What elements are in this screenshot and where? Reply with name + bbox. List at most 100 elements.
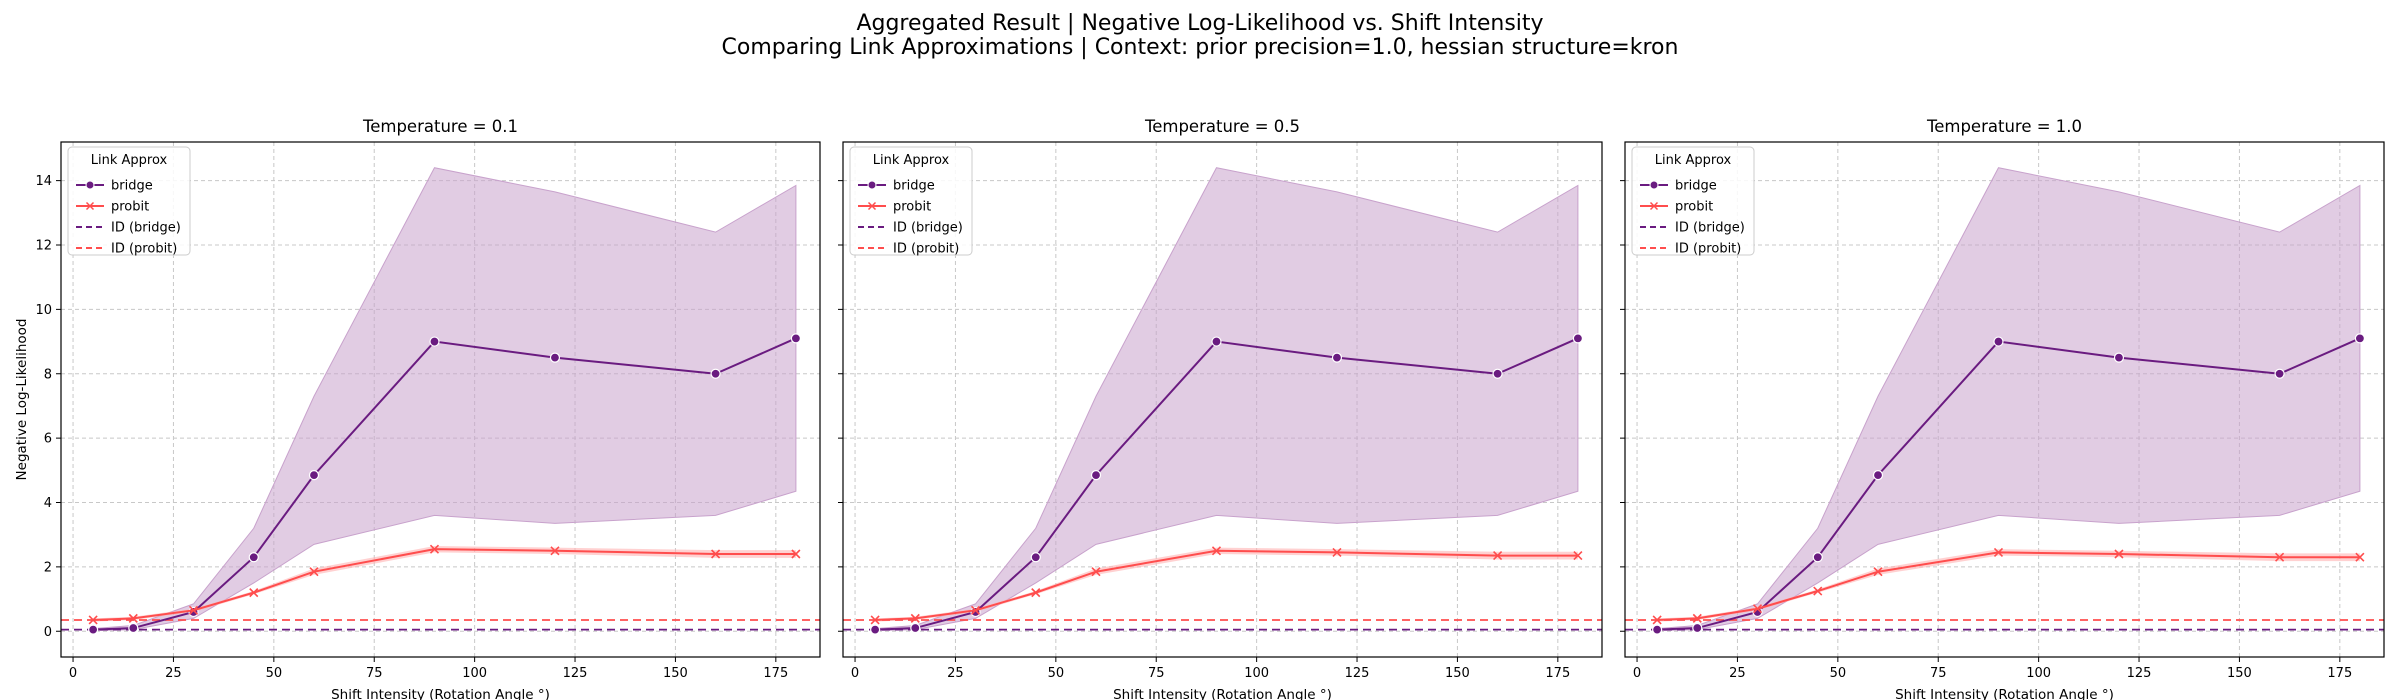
data-point-probit	[2114, 549, 2124, 559]
legend-entry-label: ID (bridge)	[111, 221, 181, 236]
y-tick-label: 2	[44, 560, 52, 575]
legend-entry-label: ID (probit)	[1675, 242, 1741, 257]
plot-frame	[1624, 141, 2385, 658]
y-tick-label: 14	[35, 174, 52, 189]
data-point-bridge	[2274, 368, 2285, 379]
data-point-bridge	[1692, 622, 1703, 634]
data-point-probit	[1652, 615, 1662, 625]
data-point-bridge	[1652, 624, 1663, 635]
x-tick-label: 0	[69, 666, 77, 681]
data-point-bridge	[1492, 368, 1503, 379]
legend-swatch-marker	[1649, 201, 1659, 211]
y-tick-label: 0	[44, 625, 52, 640]
x-tick-label: 100	[2026, 666, 2051, 681]
x-tick-label: 125	[2127, 666, 2152, 681]
data-point-probit	[2355, 552, 2365, 562]
plot-frame	[60, 141, 821, 658]
x-tick-label: 100	[462, 666, 487, 681]
data-point-probit	[910, 613, 920, 623]
legend-entry-label: ID (bridge)	[893, 221, 963, 236]
x-tick-label: 150	[2227, 666, 2252, 681]
chart-panel-2: Temperature = 0.5 0 25 50 75 100 125 150 175 Shif…	[838, 117, 1603, 700]
data-point-bridge	[1090, 470, 1102, 481]
data-point-probit	[1031, 588, 1041, 598]
data-point-probit	[1211, 546, 1222, 556]
legend-swatch-marker	[85, 180, 95, 190]
data-point-bridge	[1572, 333, 1584, 344]
data-point-bridge	[710, 368, 721, 379]
legend-swatch-marker	[85, 201, 95, 211]
x-tick-label: 125	[563, 666, 588, 681]
legend-title: Link Approx	[1655, 153, 1732, 168]
data-point-probit	[970, 605, 981, 615]
x-axis-label: Shift Intensity (Rotation Angle °)	[1113, 687, 1332, 700]
series-line-probit	[875, 549, 1578, 621]
data-point-bridge	[1993, 336, 2004, 347]
confidence-band-bridge	[92, 167, 797, 632]
y-tick-label: 4	[44, 496, 52, 511]
legend-entry-label: bridge	[893, 179, 935, 194]
y-tick-label: 6	[44, 432, 52, 447]
data-point-bridge	[1331, 352, 1343, 363]
legend-title: Link Approx	[91, 153, 168, 168]
data-point-probit	[1993, 547, 2004, 557]
legend: Link Approx bridge probit ID (bridge) ID (pr…	[1631, 146, 1755, 257]
data-point-bridge	[1030, 552, 1041, 563]
legend-swatch-marker	[867, 201, 877, 211]
x-tick-label: 75	[1930, 666, 1947, 681]
data-point-probit	[870, 615, 880, 625]
data-point-bridge	[1812, 552, 1823, 563]
data-point-bridge	[910, 622, 921, 634]
y-axis-label: Negative Log-Likelihood	[14, 319, 30, 481]
legend-swatch-marker	[867, 180, 877, 190]
data-point-probit	[128, 613, 138, 623]
data-point-bridge	[1211, 336, 1222, 347]
data-point-bridge	[128, 622, 139, 634]
confidence-band-probit	[93, 545, 796, 622]
x-tick-label: 0	[1633, 666, 1641, 681]
legend-entry-label: ID (bridge)	[1675, 221, 1745, 236]
confidence-band-bridge	[874, 167, 1579, 632]
chart-panels: Temperature = 0.10 25 50 75 100 125 150 1750246…	[14, 117, 2385, 700]
legend-entry-label: bridge	[111, 179, 153, 194]
x-tick-label: 25	[947, 666, 964, 681]
figure-title-line1: Aggregated Result | Negative Log-Likelih…	[856, 11, 1543, 36]
x-tick-label: 125	[1345, 666, 1370, 681]
x-tick-label: 100	[1244, 666, 1269, 681]
data-point-probit	[1873, 567, 1883, 577]
data-point-probit	[1493, 551, 1503, 561]
x-tick-label: 175	[763, 666, 788, 681]
x-tick-label: 25	[1729, 666, 1746, 681]
data-point-probit	[1091, 567, 1101, 577]
chart-panel-3: Temperature = 1.0 0 25 50 75 100 125 150 175 Shif…	[1620, 117, 2385, 700]
series-line-probit	[93, 548, 796, 621]
legend-swatch-marker	[1649, 180, 1659, 190]
x-tick-label: 75	[366, 666, 383, 681]
y-tick-label: 10	[35, 303, 52, 318]
data-point-bridge	[549, 352, 561, 363]
data-point-bridge	[1872, 470, 1884, 481]
data-point-probit	[1813, 586, 1823, 596]
legend-entry-label: ID (probit)	[893, 242, 959, 257]
x-tick-label: 50	[266, 666, 283, 681]
x-tick-label: 0	[851, 666, 859, 681]
confidence-band-bridge	[1656, 167, 2361, 632]
data-point-probit	[1752, 604, 1763, 614]
y-tick-label: 8	[44, 367, 52, 382]
x-tick-label: 150	[1445, 666, 1470, 681]
legend: Link Approx bridge probit ID (bridge) ID (pr…	[67, 146, 191, 257]
data-point-bridge	[308, 470, 320, 481]
data-point-probit	[1332, 547, 1342, 557]
panel-title: Temperature = 0.1	[362, 117, 518, 136]
legend-entry-label: probit	[893, 200, 931, 215]
x-axis-label: Shift Intensity (Rotation Angle °)	[331, 687, 550, 700]
figure-title-line2: Comparing Link Approximations | Context:…	[722, 35, 1679, 60]
data-point-probit	[88, 615, 98, 625]
legend-entry-label: probit	[1675, 200, 1713, 215]
data-point-probit	[249, 588, 259, 598]
x-tick-label: 150	[663, 666, 688, 681]
x-tick-label: 175	[2327, 666, 2352, 681]
data-point-probit	[791, 549, 801, 559]
data-point-bridge	[790, 333, 802, 344]
